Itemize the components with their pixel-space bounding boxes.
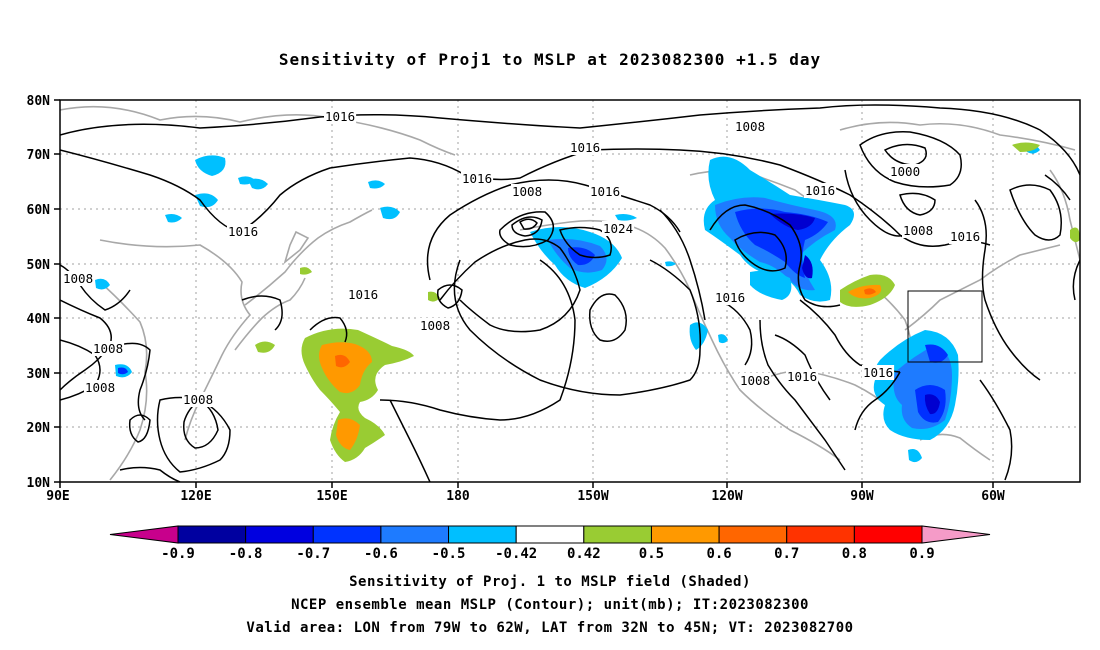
caption-contour: NCEP ensemble mean MSLP (Contour); unit(… (291, 597, 809, 613)
colorbar-tick-label: 0.9 (909, 546, 934, 562)
colorbar-tick-label: -0.5 (432, 546, 466, 562)
colorbar-max-arrow (921, 525, 991, 544)
contour-label: 1016 (228, 224, 258, 239)
contour-label: 1008 (183, 392, 213, 407)
colorbar-swatch (718, 525, 788, 544)
contour-label: 1016 (863, 365, 893, 380)
lat-label: 10N (27, 476, 51, 491)
colorbar-swatch (786, 525, 855, 544)
lat-label: 20N (27, 421, 51, 436)
colorbar-swatch (312, 525, 382, 544)
colorbar-swatch (177, 525, 247, 544)
contour-label: 1016 (570, 140, 600, 155)
colorbar-tick-label: -0.8 (229, 546, 263, 562)
contour-labels: 1016 1008 1016 1016 1008 1016 1016 1024 … (62, 109, 982, 407)
lat-label: 30N (27, 367, 51, 382)
colorbar-tick-label: 0.6 (706, 546, 731, 562)
lon-label: 120E (180, 489, 211, 504)
colorbar-tick-label: -0.7 (296, 546, 330, 562)
colorbar-tick-label: -0.6 (364, 546, 398, 562)
colorbar-min-arrow (109, 525, 179, 544)
colorbar-tick-label: -0.42 (495, 546, 537, 562)
colorbar-tick-label: 0.42 (567, 546, 601, 562)
contour-label: 1016 (950, 229, 980, 244)
caption-valid-area: Valid area: LON from 79W to 62W, LAT fro… (246, 620, 854, 636)
lon-label: 180 (446, 489, 470, 504)
contour-label: 1016 (715, 290, 745, 305)
colorbar-tick-label: 0.8 (842, 546, 867, 562)
map-frame (59, 99, 1081, 483)
colorbar-swatch (650, 525, 720, 544)
lat-label: 50N (27, 258, 51, 273)
positive-sensitivity-shading (255, 142, 1080, 462)
lon-label: 90E (46, 489, 69, 504)
map-title: Sensitivity of Proj1 to MSLP at 20230823… (278, 50, 822, 69)
lon-label: 120W (711, 489, 742, 504)
lat-label: 40N (27, 312, 51, 327)
colorbar-swatch (448, 525, 517, 544)
contour-label: 1008 (93, 341, 123, 356)
mslp-contours (60, 104, 1080, 482)
colorbar-tick-label: 0.5 (639, 546, 664, 562)
contour-label: 1008 (63, 271, 93, 286)
lon-label: 150E (316, 489, 347, 504)
colorbar-swatch (515, 525, 585, 544)
contour-label: 1016 (325, 109, 355, 124)
contour-label: 1016 (787, 369, 817, 384)
colorbar: -0.9 -0.8 -0.7 -0.6 -0.5 -0.42 0.42 0.5 0.6 0.7 0.… (109, 525, 991, 562)
contour-label: 1016 (462, 171, 492, 186)
caption-shading: Sensitivity of Proj. 1 to MSLP field (Sh… (349, 574, 751, 590)
colorbar-swatch (380, 525, 450, 544)
colorbar-swatch (853, 525, 923, 544)
contour-label: 1000 (890, 164, 920, 179)
colorbar-swatch (583, 525, 652, 544)
contour-label: 1008 (740, 373, 770, 388)
valid-area-box (907, 290, 983, 363)
contour-label: 1008 (903, 223, 933, 238)
lon-label: 150W (577, 489, 608, 504)
lon-label: 60W (981, 489, 1005, 504)
latitude-axis: 80N 70N 60N 50N 40N 30N 20N 10N (27, 94, 60, 491)
contour-label: 1016 (590, 184, 620, 199)
lat-label: 80N (27, 94, 51, 109)
contour-label: 1016 (805, 183, 835, 198)
colorbar-tick-label: -0.9 (161, 546, 195, 562)
lon-label: 90W (850, 489, 874, 504)
lat-label: 70N (27, 148, 51, 163)
colorbar-tick-label: 0.7 (774, 546, 799, 562)
lat-label: 60N (27, 203, 51, 218)
negative-sensitivity-shading (95, 144, 1040, 463)
contour-label: 1008 (420, 318, 450, 333)
contour-label: 1008 (735, 119, 765, 134)
contour-label: 1008 (85, 380, 115, 395)
contour-label: 1024 (603, 221, 633, 236)
longitude-axis: 90E 120E 150E 180 150W 120W 90W 60W (46, 482, 1005, 504)
colorbar-swatch (245, 525, 314, 544)
contour-label: 1016 (348, 287, 378, 302)
contour-label: 1008 (512, 184, 542, 199)
